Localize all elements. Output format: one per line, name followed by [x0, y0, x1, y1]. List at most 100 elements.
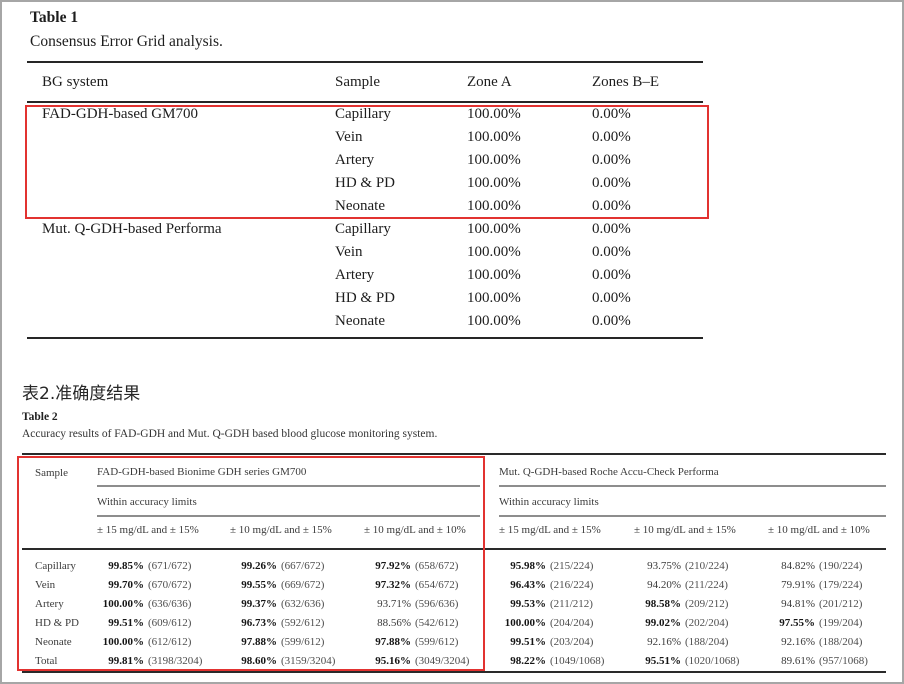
accuracy-fraction: (188/204): [685, 635, 729, 648]
table2-value-cell: 84.82% (190/224): [753, 550, 886, 575]
accuracy-fraction: (592/612): [281, 616, 325, 629]
table2-value-cell: 88.56% (542/612): [364, 613, 484, 632]
accuracy-fraction: (636/636): [148, 597, 192, 610]
accuracy-percent: 79.91%: [781, 578, 815, 591]
table2: Sample FAD-GDH-based Bionime GDH series …: [22, 453, 886, 673]
table1-caption: Consensus Error Grid analysis.: [30, 33, 223, 50]
table1-header-row: BG system Sample Zone A Zones B–E: [27, 62, 703, 103]
accuracy-percent: 99.55%: [241, 578, 277, 591]
table2-value-cell: 99.85% (671/672): [97, 550, 230, 575]
accuracy-fraction: (669/672): [281, 578, 325, 591]
accuracy-fraction: (670/672): [148, 578, 192, 591]
table1-body: FAD-GDH-based GM700 Capillary 100.00% 0.00%…: [27, 102, 703, 333]
accuracy-fraction: (3198/3204): [148, 654, 203, 667]
table2-value-cell: 99.02% (202/204): [619, 613, 753, 632]
accuracy-fraction: (209/212): [685, 597, 729, 610]
table2-row: Vein 99.70% (670/672) 99.55% (669/672) 97.32%…: [22, 575, 886, 594]
accuracy-fraction: (599/612): [281, 635, 325, 648]
table1-zone-a-cell: 100.00%: [467, 152, 521, 168]
accuracy-fraction: (671/672): [148, 559, 192, 572]
table2-value-cell: 97.55% (199/204): [753, 613, 886, 632]
table2-value-cell: 95.51% (1020/1068): [619, 651, 753, 670]
table2-caption: Accuracy results of FAD-GDH and Mut. Q-G…: [22, 428, 438, 440]
accuracy-percent: 93.71%: [377, 597, 411, 610]
table1-header-zone-a: Zone A: [467, 62, 592, 103]
accuracy-percent: 94.20%: [647, 578, 681, 591]
table2-sample-header: Sample: [35, 467, 68, 479]
table2-subtitle-left: Within accuracy limits: [97, 496, 197, 508]
accuracy-percent: 97.88%: [375, 635, 411, 648]
accuracy-percent: 100.00%: [102, 635, 144, 648]
table1-header-system: BG system: [27, 62, 335, 103]
accuracy-percent: 97.55%: [779, 616, 815, 629]
table2-value-cell: 98.58% (209/212): [619, 594, 753, 613]
table2-value-cell: 100.00% (612/612): [97, 632, 230, 651]
table2-col-header-r1: ± 15 mg/dL and ± 15%: [499, 524, 601, 536]
accuracy-percent: 99.37%: [241, 597, 277, 610]
accuracy-percent: 93.75%: [647, 559, 681, 572]
table2-sample-cell: Neonate: [35, 635, 72, 648]
table2-value-cell: 99.51% (609/612): [97, 613, 230, 632]
accuracy-fraction: (658/672): [415, 559, 459, 572]
table1-sample-cell: Capillary: [335, 221, 391, 237]
table1-zone-a-cell: 100.00%: [467, 244, 521, 260]
table1-row: HD & PD 100.00% 0.00%: [27, 287, 703, 310]
table1-zone-a-cell: 100.00%: [467, 129, 521, 145]
table2-group-title-performa: Mut. Q-GDH-based Roche Accu-Check Perfor…: [499, 466, 719, 478]
accuracy-fraction: (199/204): [819, 616, 863, 629]
table1-label: Table 1: [30, 9, 79, 26]
table1-row: FAD-GDH-based GM700 Capillary 100.00% 0.00%: [27, 102, 703, 126]
accuracy-percent: 92.16%: [781, 635, 815, 648]
table1-row: Vein 100.00% 0.00%: [27, 241, 703, 264]
table2-value-cell: 100.00% (636/636): [97, 594, 230, 613]
table2-group-title-gm700: FAD-GDH-based Bionime GDH series GM700: [97, 466, 307, 478]
table2-value-cell: 99.37% (632/636): [230, 594, 364, 613]
table1-system-cell: Mut. Q-GDH-based Performa: [42, 221, 222, 237]
table1-sample-cell: Artery: [335, 152, 375, 168]
accuracy-fraction: (1020/1068): [685, 654, 740, 667]
accuracy-fraction: (3049/3204): [415, 654, 470, 667]
table2-value-cell: 93.71% (596/636): [364, 594, 484, 613]
accuracy-fraction: (201/212): [819, 597, 863, 610]
accuracy-percent: 99.26%: [241, 559, 277, 572]
accuracy-fraction: (632/636): [281, 597, 325, 610]
table1: BG system Sample Zone A Zones B–E FAD-GD…: [27, 61, 703, 333]
table2-col-header-l2: ± 10 mg/dL and ± 15%: [230, 524, 332, 536]
accuracy-percent: 99.85%: [108, 559, 144, 572]
table1-zone-a-cell: 100.00%: [467, 106, 521, 122]
accuracy-percent: 97.92%: [375, 559, 411, 572]
accuracy-fraction: (211/224): [685, 578, 728, 591]
accuracy-percent: 98.22%: [510, 654, 546, 667]
table2-row: Capillary 99.85% (671/672) 99.26% (667/672) 9…: [22, 550, 886, 575]
accuracy-percent: 95.51%: [645, 654, 681, 667]
accuracy-percent: 92.16%: [647, 635, 681, 648]
table2-mid-rule: [22, 548, 886, 550]
accuracy-fraction: (599/612): [415, 635, 459, 648]
table1-sample-cell: Vein: [335, 244, 363, 260]
accuracy-percent: 97.88%: [241, 635, 277, 648]
table1-zones-be-cell: 0.00%: [592, 290, 631, 306]
accuracy-percent: 88.56%: [377, 616, 411, 629]
table1-header-zones-be: Zones B–E: [592, 62, 703, 103]
accuracy-fraction: (957/1068): [819, 654, 868, 667]
table1-bottom-rule: [27, 337, 703, 339]
table1-zone-a-cell: 100.00%: [467, 221, 521, 237]
table2-value-cell: 93.75% (210/224): [619, 550, 753, 575]
accuracy-fraction: (596/636): [415, 597, 459, 610]
table2-value-cell: 100.00% (204/204): [484, 613, 619, 632]
table1-zones-be-cell: 0.00%: [592, 221, 631, 237]
accuracy-fraction: (215/224): [550, 559, 594, 572]
table2-sample-cell: Total: [35, 654, 58, 667]
table1-zones-be-cell: 0.00%: [592, 244, 631, 260]
accuracy-percent: 89.61%: [781, 654, 815, 667]
table1-row: Vein 100.00% 0.00%: [27, 126, 703, 149]
accuracy-fraction: (204/204): [550, 616, 594, 629]
accuracy-fraction: (210/224): [685, 559, 729, 572]
table1-sample-cell: HD & PD: [335, 290, 396, 306]
table2-sample-cell: HD & PD: [35, 616, 80, 629]
table1-zone-a-cell: 100.00%: [467, 290, 521, 306]
accuracy-fraction: (667/672): [281, 559, 325, 572]
accuracy-percent: 99.51%: [108, 616, 144, 629]
table1-sample-cell: Neonate: [335, 313, 385, 329]
table2-value-cell: 99.26% (667/672): [230, 550, 364, 575]
